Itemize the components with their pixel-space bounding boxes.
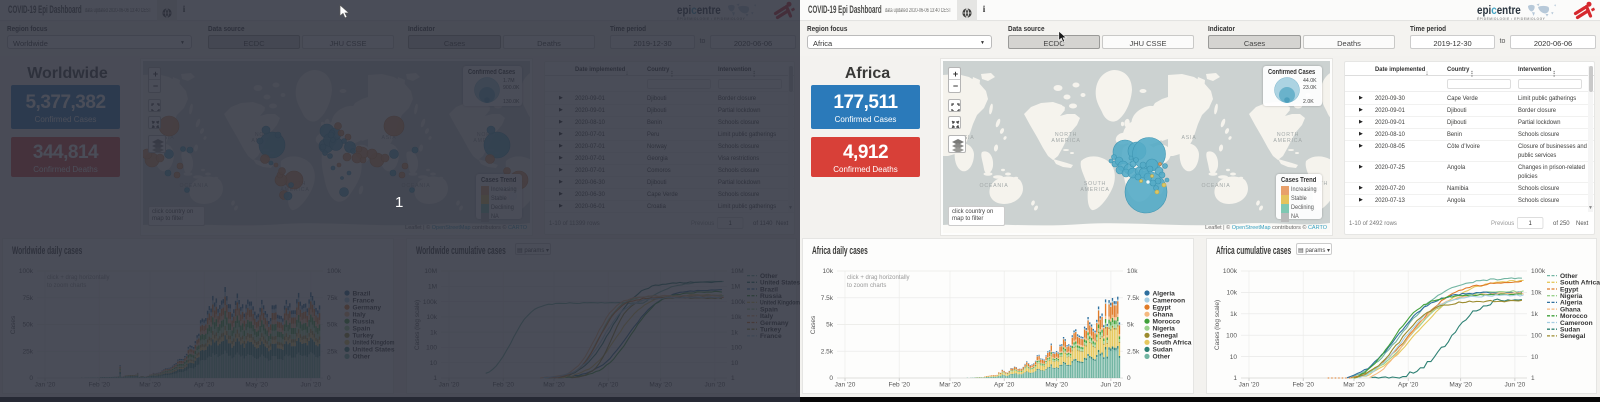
svg-text:Jan '20: Jan '20	[835, 382, 856, 389]
svg-text:OCEANIA: OCEANIA	[980, 183, 1009, 189]
svg-text:AMERICA: AMERICA	[1051, 138, 1080, 144]
svg-text:Nigeria: Nigeria	[1153, 326, 1176, 333]
svg-text:South Africa: South Africa	[1560, 280, 1600, 287]
svg-text:Feb '20: Feb '20	[1292, 382, 1314, 389]
svg-text:1: 1	[1531, 375, 1535, 382]
svg-text:7.5k: 7.5k	[821, 295, 834, 302]
svg-text:Cameroon: Cameroon	[1560, 320, 1593, 327]
svg-text:South Africa: South Africa	[1153, 340, 1192, 347]
svg-text:Sudan: Sudan	[1560, 327, 1580, 334]
svg-text:click + drag horizontally: click + drag horizontally	[847, 275, 910, 281]
svg-text:Senegal: Senegal	[1560, 333, 1585, 340]
svg-text:Apr '20: Apr '20	[994, 382, 1015, 389]
svg-text:1k: 1k	[1531, 311, 1539, 318]
svg-text:Cases (log scale): Cases (log scale)	[1214, 300, 1221, 350]
svg-text:1k: 1k	[1230, 311, 1238, 318]
svg-text:May '20: May '20	[1045, 382, 1068, 389]
svg-text:2.0K: 2.0K	[1303, 99, 1314, 105]
svg-text:Nigeria: Nigeria	[1560, 293, 1583, 300]
svg-text:100: 100	[1531, 332, 1542, 339]
svg-text:100k: 100k	[1531, 268, 1546, 275]
svg-text:Ghana: Ghana	[1560, 306, 1581, 313]
svg-text:10k: 10k	[1531, 290, 1542, 297]
svg-text:Jun '20: Jun '20	[1101, 382, 1122, 389]
svg-text:Egypt: Egypt	[1153, 304, 1172, 311]
svg-text:Feb '20: Feb '20	[888, 382, 910, 389]
svg-text:AMERICA: AMERICA	[1273, 138, 1302, 144]
svg-text:100: 100	[1226, 332, 1237, 339]
svg-text:ASIA: ASIA	[1181, 135, 1196, 141]
svg-text:Senegal: Senegal	[1153, 333, 1178, 340]
svg-text:NORTH: NORTH	[1055, 132, 1077, 138]
svg-text:100k: 100k	[1223, 268, 1238, 275]
svg-text:Cameroon: Cameroon	[1153, 297, 1186, 304]
svg-text:Mar '20: Mar '20	[1343, 382, 1365, 389]
svg-text:1: 1	[1233, 375, 1237, 382]
svg-text:Morocco: Morocco	[1560, 313, 1587, 320]
svg-text:10: 10	[1531, 354, 1539, 361]
svg-text:to zoom charts: to zoom charts	[847, 283, 886, 289]
svg-text:Other: Other	[1153, 354, 1171, 361]
svg-text:SOUTH: SOUTH	[1084, 181, 1106, 187]
svg-text:5k: 5k	[1127, 322, 1135, 329]
svg-text:Cases: Cases	[810, 315, 817, 334]
svg-text:5k: 5k	[826, 322, 834, 329]
svg-text:AMERICA: AMERICA	[1080, 187, 1109, 193]
svg-text:Algeria: Algeria	[1560, 300, 1583, 307]
svg-text:Egypt: Egypt	[1560, 286, 1579, 293]
svg-text:OCEANIA: OCEANIA	[1202, 183, 1231, 189]
svg-text:Algeria: Algeria	[1153, 290, 1176, 297]
svg-text:Jan '20: Jan '20	[1239, 382, 1260, 389]
svg-text:Sudan: Sudan	[1153, 347, 1173, 354]
svg-text:2.5k: 2.5k	[1127, 349, 1140, 356]
svg-text:0: 0	[829, 375, 833, 382]
svg-text:10k: 10k	[1127, 268, 1138, 275]
svg-text:10: 10	[1230, 354, 1238, 361]
svg-text:0: 0	[1127, 375, 1131, 382]
svg-text:Jun '20: Jun '20	[1505, 382, 1526, 389]
svg-text:44.0K: 44.0K	[1303, 78, 1317, 84]
svg-text:23.0K: 23.0K	[1303, 85, 1317, 91]
svg-text:7.5k: 7.5k	[1127, 295, 1140, 302]
svg-text:Morocco: Morocco	[1153, 319, 1180, 326]
svg-text:Ghana: Ghana	[1153, 312, 1174, 319]
svg-text:10k: 10k	[823, 268, 834, 275]
svg-text:Other: Other	[1560, 273, 1578, 280]
svg-text:May '20: May '20	[1449, 382, 1472, 389]
svg-text:Mar '20: Mar '20	[939, 382, 961, 389]
svg-text:Apr '20: Apr '20	[1398, 382, 1419, 389]
svg-text:10k: 10k	[1227, 290, 1238, 297]
svg-text:2.5k: 2.5k	[821, 349, 834, 356]
svg-text:ASIA: ASIA	[959, 135, 974, 141]
svg-text:NORTH: NORTH	[1277, 132, 1299, 138]
